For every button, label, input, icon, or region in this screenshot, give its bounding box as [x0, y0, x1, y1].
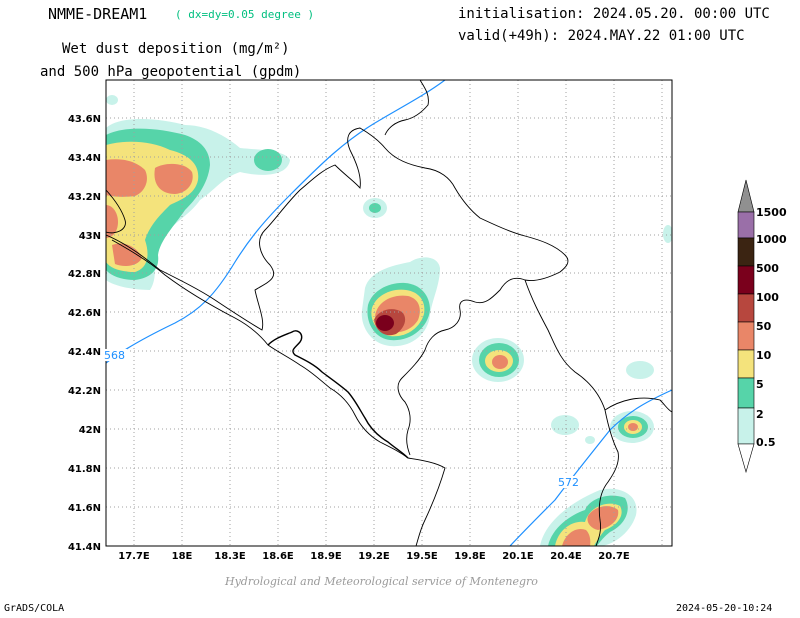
map-content — [106, 80, 672, 546]
colorbar — [737, 179, 755, 474]
lat-label: 42.8N — [68, 269, 101, 280]
contour-572 — [509, 389, 672, 546]
dust-area-2 — [254, 149, 282, 171]
graticule — [106, 80, 672, 546]
credit-text: Hydrological and Meteorological service … — [225, 575, 538, 588]
colorbar-label: 2 — [756, 408, 764, 421]
dust-area-10 — [492, 355, 508, 369]
dust-area-0.5 — [626, 361, 654, 379]
dust-area-10 — [106, 205, 118, 238]
dust-area-2 — [369, 203, 381, 213]
lat-label: 43.6N — [68, 114, 101, 125]
colorbar-top-arrow — [737, 179, 755, 213]
lon-label: 20.1E — [502, 551, 534, 562]
lat-label: 42N — [79, 425, 101, 436]
colorbar-swatch-1500 — [737, 211, 755, 239]
borders — [106, 80, 672, 546]
lat-label: 42.6N — [68, 308, 101, 319]
lon-label: 19.2E — [358, 551, 390, 562]
colorbar-swatch-2 — [737, 407, 755, 445]
contour-label-bg — [556, 476, 580, 488]
lon-label: 20.4E — [550, 551, 582, 562]
colorbar-label: 50 — [756, 320, 772, 333]
lat-label: 41.4N — [68, 542, 101, 553]
dust-area-0.5 — [663, 225, 672, 243]
colorbar-bottom-arrow — [737, 443, 755, 474]
contour-label-568: 568 — [104, 349, 125, 362]
lat-label: 42.2N — [68, 386, 101, 397]
lat-label: 43N — [79, 231, 101, 242]
dust-area-100 — [376, 315, 394, 331]
lon-label: 18.9E — [310, 551, 342, 562]
valid-time: valid(+49h): 2024.MAY.22 01:00 UTC — [458, 28, 745, 44]
contour-label-bg — [103, 349, 127, 361]
lon-label: 19.5E — [406, 551, 438, 562]
northern-border — [384, 80, 429, 136]
dust-area-10 — [106, 159, 147, 197]
colorbar-label: 1500 — [756, 206, 787, 219]
colorbar-swatch-500 — [737, 265, 755, 295]
footer-timestamp: 2024-05-20-10:24 — [676, 603, 773, 614]
colorbar-label: 5 — [756, 378, 764, 391]
lon-label: 18.3E — [214, 551, 246, 562]
colorbar-swatch-100 — [737, 293, 755, 323]
colorbar-label: 10 — [756, 349, 772, 362]
dust-area-0.5 — [585, 436, 595, 444]
eastern-border — [524, 279, 619, 546]
lat-label: 43.4N — [68, 153, 101, 164]
lon-label: 20.7E — [598, 551, 630, 562]
contour-label-572: 572 — [558, 476, 579, 489]
contour-568 — [106, 80, 446, 364]
longitude-labels: 17.7E 18E 18.3E 18.6E 18.9E 19.2E 19.5E … — [118, 551, 630, 562]
coastline — [106, 189, 409, 459]
lat-label: 42.4N — [68, 347, 101, 358]
lon-label: 19.8E — [454, 551, 486, 562]
footer-software: GrADS/COLA — [4, 603, 65, 614]
lat-label: 41.6N — [68, 503, 101, 514]
lat-label: 43.2N — [68, 192, 101, 203]
bosnia-montenegro-border — [106, 127, 569, 456]
dust-area-10 — [587, 506, 619, 530]
map-frame — [105, 79, 673, 547]
colorbar-label: 500 — [756, 262, 779, 275]
bay-of-kotor — [267, 330, 409, 459]
colorbar-swatch-50 — [737, 321, 755, 351]
kosovo-border — [604, 397, 672, 413]
colorbar-label: 0.5 — [756, 436, 776, 449]
dust-area-0.5 — [551, 415, 579, 435]
product-subtitle: and 500 hPa geopotential (gpdm) — [40, 64, 302, 80]
dust-area-0.5 — [106, 95, 118, 105]
colorbar-swatch-5 — [737, 377, 755, 409]
product-title: Wet dust deposition (mg/m²) — [62, 41, 290, 57]
colorbar-labels: 1500 1000 500 100 50 10 5 2 0.5 — [756, 206, 787, 449]
dust-area-10 — [628, 423, 638, 431]
model-resolution: ( dx=dy=0.05 degree ) — [175, 8, 315, 21]
albania-border — [407, 457, 446, 546]
lon-label: 18.6E — [262, 551, 294, 562]
colorbar-label: 1000 — [756, 233, 787, 246]
colorbar-label: 100 — [756, 291, 779, 304]
colorbar-swatch-10 — [737, 349, 755, 379]
dust-area-10 — [562, 528, 591, 546]
model-name: NMME-DREAM1 — [48, 5, 148, 23]
geopotential-contours — [106, 80, 672, 546]
latitude-labels: 43.6N 43.4N 43.2N 43N 42.8N 42.6N 42.4N … — [68, 114, 101, 553]
colorbar-swatch-1000 — [737, 237, 755, 267]
lon-label: 18E — [172, 551, 193, 562]
initialisation-time: initialisation: 2024.05.20. 00:00 UTC — [458, 6, 770, 22]
dust-area-10 — [154, 163, 193, 194]
lat-label: 41.8N — [68, 464, 101, 475]
lon-label: 17.7E — [118, 551, 150, 562]
